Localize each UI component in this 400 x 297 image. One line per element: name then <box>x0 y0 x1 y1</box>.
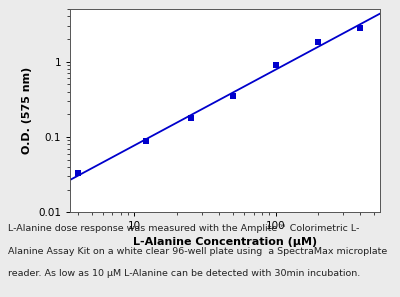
Text: reader. As low as 10 μM L-Alanine can be detected with 30min incubation.: reader. As low as 10 μM L-Alanine can be… <box>8 269 360 278</box>
Y-axis label: O.D. (575 nm): O.D. (575 nm) <box>22 67 32 154</box>
Text: L-Alanine dose response was measured with the Amplite™ Colorimetric L-: L-Alanine dose response was measured wit… <box>8 224 359 233</box>
Text: Alanine Assay Kit on a white clear 96-well plate using  a SpectraMax microplate: Alanine Assay Kit on a white clear 96-we… <box>8 247 387 255</box>
X-axis label: L-Alanine Concentration (μM): L-Alanine Concentration (μM) <box>133 237 317 247</box>
